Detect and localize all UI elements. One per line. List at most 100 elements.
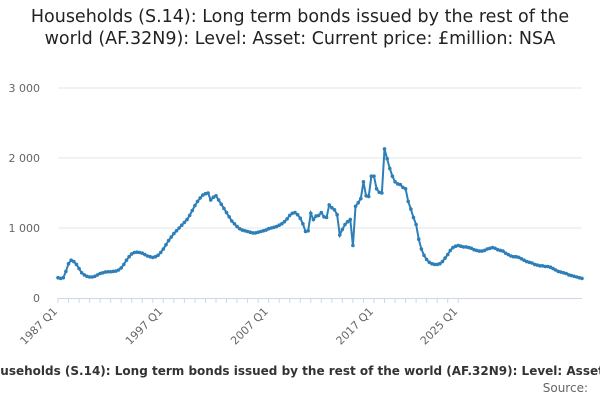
data-point[interactable] bbox=[172, 231, 176, 236]
data-point[interactable] bbox=[372, 174, 376, 178]
data-point[interactable] bbox=[543, 264, 547, 269]
data-point[interactable] bbox=[390, 174, 395, 178]
data-point[interactable] bbox=[69, 258, 73, 263]
data-point[interactable] bbox=[95, 273, 100, 277]
data-point[interactable] bbox=[440, 259, 445, 264]
data-point[interactable] bbox=[227, 215, 231, 219]
data-point[interactable] bbox=[195, 199, 200, 204]
data-point[interactable] bbox=[359, 196, 363, 201]
data-point[interactable] bbox=[111, 269, 116, 274]
data-point[interactable] bbox=[87, 275, 92, 279]
data-point[interactable] bbox=[351, 243, 355, 248]
data-point[interactable] bbox=[477, 249, 482, 253]
data-point[interactable] bbox=[345, 219, 350, 224]
data-point[interactable] bbox=[327, 203, 332, 207]
data-point[interactable] bbox=[216, 198, 221, 202]
data-point[interactable] bbox=[316, 213, 321, 218]
data-point[interactable] bbox=[548, 265, 553, 270]
data-point[interactable] bbox=[251, 231, 255, 235]
data-point[interactable] bbox=[380, 191, 384, 195]
data-point[interactable] bbox=[361, 180, 366, 184]
data-point[interactable] bbox=[382, 147, 387, 151]
data-point[interactable] bbox=[82, 273, 87, 277]
data-point[interactable] bbox=[298, 216, 303, 220]
data-point[interactable] bbox=[401, 185, 405, 190]
data-point[interactable] bbox=[311, 217, 316, 222]
data-point[interactable] bbox=[335, 212, 339, 217]
data-point[interactable] bbox=[293, 210, 297, 215]
data-point[interactable] bbox=[174, 229, 179, 233]
data-point[interactable] bbox=[74, 262, 79, 267]
data-point[interactable] bbox=[424, 257, 429, 262]
data-point[interactable] bbox=[164, 243, 168, 247]
data-point[interactable] bbox=[182, 220, 187, 225]
data-point[interactable] bbox=[522, 258, 526, 263]
data-point[interactable] bbox=[564, 271, 568, 276]
data-point[interactable] bbox=[332, 208, 337, 212]
data-point[interactable] bbox=[366, 194, 371, 199]
data-point[interactable] bbox=[308, 211, 313, 216]
data-point[interactable] bbox=[287, 213, 292, 218]
data-point[interactable] bbox=[511, 254, 516, 259]
data-point[interactable] bbox=[403, 187, 408, 191]
data-point[interactable] bbox=[79, 271, 84, 275]
data-point[interactable] bbox=[538, 264, 542, 268]
data-point[interactable] bbox=[324, 215, 329, 220]
data-point[interactable] bbox=[553, 268, 558, 272]
data-point[interactable] bbox=[222, 206, 226, 211]
data-point[interactable] bbox=[193, 203, 197, 208]
data-point[interactable] bbox=[416, 237, 421, 241]
data-point[interactable] bbox=[129, 252, 134, 256]
data-point[interactable] bbox=[177, 226, 181, 230]
data-point[interactable] bbox=[330, 205, 334, 210]
data-point[interactable] bbox=[179, 223, 184, 227]
data-point[interactable] bbox=[72, 259, 76, 264]
data-point[interactable] bbox=[166, 238, 171, 243]
data-point[interactable] bbox=[451, 245, 455, 250]
data-point[interactable] bbox=[206, 191, 210, 195]
data-point[interactable] bbox=[551, 266, 555, 271]
data-point[interactable] bbox=[235, 224, 239, 229]
data-point[interactable] bbox=[517, 255, 521, 260]
data-point[interactable] bbox=[438, 261, 442, 266]
data-point[interactable] bbox=[64, 269, 68, 274]
data-point[interactable] bbox=[280, 222, 284, 226]
data-point[interactable] bbox=[422, 253, 426, 258]
data-point[interactable] bbox=[301, 222, 305, 226]
data-point[interactable] bbox=[232, 222, 237, 226]
data-point[interactable] bbox=[264, 228, 268, 232]
data-point[interactable] bbox=[119, 266, 123, 270]
data-point[interactable] bbox=[153, 254, 158, 259]
data-point[interactable] bbox=[448, 248, 453, 253]
data-point[interactable] bbox=[103, 270, 108, 274]
data-point[interactable] bbox=[122, 262, 126, 267]
data-point[interactable] bbox=[580, 276, 584, 281]
data-point[interactable] bbox=[337, 233, 342, 237]
data-point[interactable] bbox=[385, 156, 389, 161]
data-point[interactable] bbox=[411, 215, 416, 220]
data-point[interactable] bbox=[443, 256, 447, 260]
data-point[interactable] bbox=[353, 204, 358, 209]
data-point[interactable] bbox=[482, 248, 487, 253]
data-point[interactable] bbox=[406, 199, 411, 204]
data-point[interactable] bbox=[427, 260, 432, 265]
data-point[interactable] bbox=[493, 246, 497, 251]
data-point[interactable] bbox=[374, 187, 379, 191]
data-point[interactable] bbox=[274, 224, 279, 229]
data-point[interactable] bbox=[432, 262, 437, 267]
data-point[interactable] bbox=[190, 208, 195, 213]
data-point[interactable] bbox=[135, 250, 139, 254]
data-point[interactable] bbox=[229, 219, 234, 223]
data-point[interactable] bbox=[285, 217, 289, 221]
data-point[interactable] bbox=[393, 180, 397, 184]
data-point[interactable] bbox=[219, 202, 224, 206]
data-point[interactable] bbox=[295, 212, 300, 217]
data-point[interactable] bbox=[161, 247, 166, 251]
data-point[interactable] bbox=[277, 223, 281, 227]
data-point[interactable] bbox=[185, 217, 189, 222]
data-point[interactable] bbox=[419, 247, 424, 251]
data-point[interactable] bbox=[124, 258, 129, 263]
data-point[interactable] bbox=[530, 261, 534, 265]
data-point[interactable] bbox=[106, 269, 110, 274]
data-point[interactable] bbox=[127, 254, 131, 259]
